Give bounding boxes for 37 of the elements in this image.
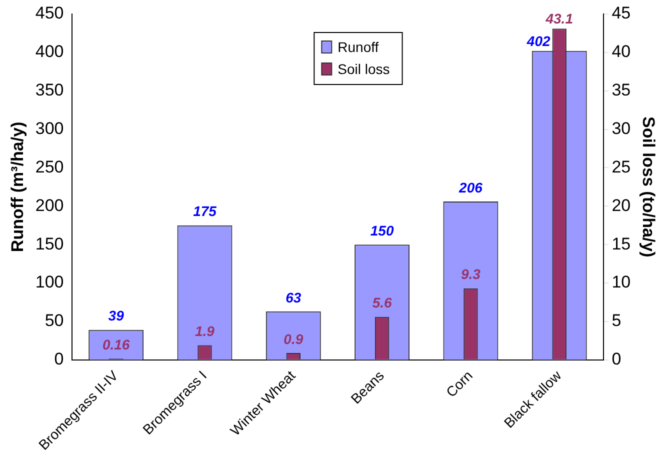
y-tick-label: 150 bbox=[35, 234, 64, 254]
y-tick-label: 450 bbox=[35, 4, 64, 23]
y-tick-label: 200 bbox=[35, 196, 64, 215]
data-label: 43.1 bbox=[544, 10, 574, 26]
x-tick-label: Corn bbox=[442, 367, 476, 400]
data-label: 175 bbox=[193, 203, 217, 220]
y-tick-label: 100 bbox=[35, 272, 64, 292]
data-label: 206 bbox=[458, 179, 483, 196]
y-tick-label: 300 bbox=[35, 118, 64, 138]
data-label: 0.9 bbox=[284, 330, 304, 347]
y2-tick-label: 35 bbox=[612, 80, 631, 100]
y-tick-label: 50 bbox=[44, 311, 64, 330]
y2-tick-label: 20 bbox=[612, 196, 631, 215]
y-tick-label: 0 bbox=[54, 350, 64, 369]
y2-tick-label: 45 bbox=[612, 4, 631, 23]
data-label: 1.9 bbox=[195, 323, 215, 340]
y2-tick-label: 40 bbox=[612, 42, 631, 62]
data-label: 402 bbox=[526, 32, 550, 49]
y-tick-label: 400 bbox=[35, 42, 64, 62]
y-axis-title: Runoff (m³/ha/y) bbox=[8, 122, 27, 252]
y2-axis-title: Soil loss (to/ha/y) bbox=[639, 116, 658, 258]
y2-tick-label: 0 bbox=[612, 350, 622, 369]
data-label: 150 bbox=[370, 222, 394, 238]
y2-tick-label: 5 bbox=[612, 311, 622, 330]
data-label: 0.16 bbox=[102, 336, 130, 352]
legend-label: Soil loss bbox=[338, 60, 390, 77]
y2-tick-label: 15 bbox=[612, 234, 631, 254]
y2-tick-label: 30 bbox=[612, 118, 631, 138]
data-label: 63 bbox=[286, 289, 302, 306]
data-label: 39 bbox=[108, 308, 124, 324]
y-tick-label: 250 bbox=[35, 157, 64, 176]
y2-tick-label: 25 bbox=[612, 157, 631, 176]
y2-tick-label: 10 bbox=[612, 272, 631, 292]
legend-label: Runoff bbox=[338, 38, 379, 55]
y-tick-label: 350 bbox=[35, 80, 64, 100]
data-label: 5.6 bbox=[372, 294, 392, 311]
data-label: 9.3 bbox=[460, 266, 481, 282]
